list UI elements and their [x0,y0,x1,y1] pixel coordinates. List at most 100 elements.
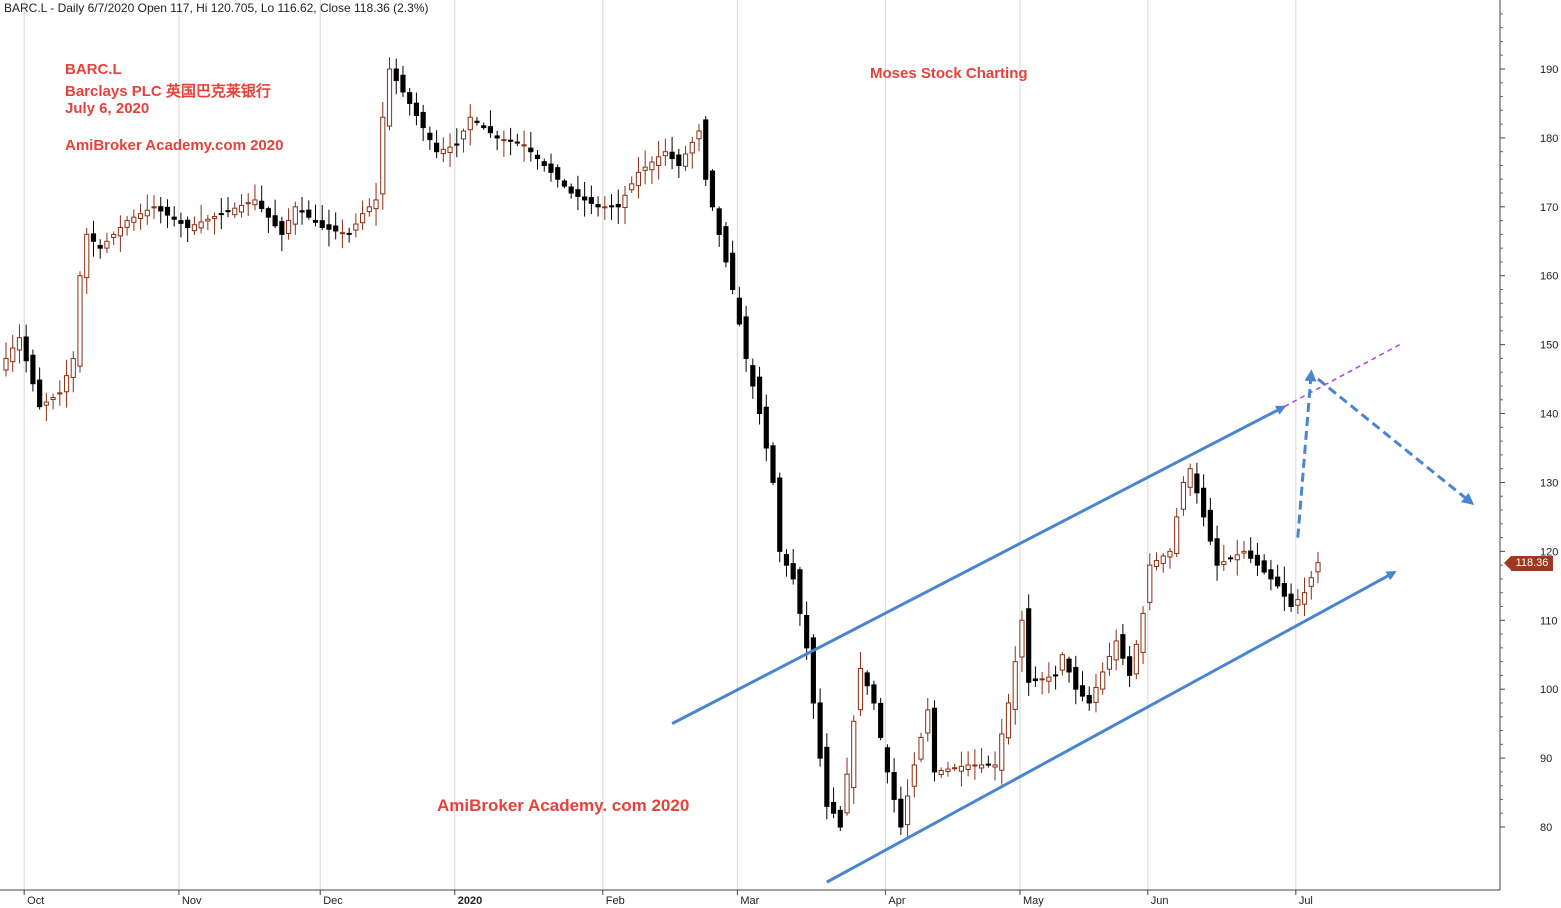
candle [656,140,662,180]
candle [508,127,514,156]
candle [837,805,843,831]
candle [386,57,393,131]
candle [312,204,319,227]
vertical-gridlines [23,0,1297,890]
candle [346,227,352,243]
ticker-label: BARC.L [65,61,122,78]
candle [1214,525,1220,581]
candle [97,239,103,259]
candle [1308,570,1314,600]
candle [494,130,500,151]
candle [413,92,420,126]
candle [124,216,130,236]
candle [144,194,150,225]
candle [622,185,628,225]
candle [938,767,944,778]
candle [1194,462,1200,504]
date-tick-label: 2020 [458,895,482,907]
candle [985,755,991,768]
candle [790,549,796,585]
candle [1281,566,1287,612]
candle [756,366,763,425]
candle [1106,642,1113,676]
candle [629,176,635,194]
candle [198,204,204,234]
candle [37,367,43,410]
candle [393,58,399,95]
candle [326,209,332,247]
candle [151,195,157,220]
candle [528,132,534,162]
candle [548,153,554,182]
candle [285,208,292,240]
candle [225,197,231,218]
candle [279,216,285,252]
candle [703,116,709,186]
candle [588,185,594,215]
trend-lines [671,343,1475,884]
candle [1174,507,1180,558]
candle [474,117,480,126]
candle [763,394,769,462]
candle [777,472,783,563]
candle [1221,544,1227,571]
candle [1032,666,1039,687]
candle [299,196,305,225]
price-tick-label: 170 [1540,202,1558,214]
candle [50,393,56,410]
candle [117,215,123,252]
candle [1113,629,1119,671]
candle [245,193,251,217]
candle [817,688,823,767]
date-tick-label: Jun [1151,895,1169,907]
candle [131,209,137,231]
last-price-tag: 118.36 [1504,556,1553,571]
candle [1153,552,1160,571]
channel-line-2 [826,570,1397,884]
candle [891,758,897,813]
candle [736,286,742,327]
projection-arrow-1 [1296,369,1317,538]
candle [407,88,413,116]
candle [185,216,191,242]
candle [1254,542,1261,577]
candle [864,670,870,695]
candle [1187,463,1193,497]
candle [43,392,49,422]
candle [1005,693,1012,745]
candle [1207,497,1213,545]
candle [178,212,184,238]
candle [582,181,588,217]
candle [400,65,406,97]
candle [931,700,938,782]
candle [575,175,581,211]
candle [689,136,695,169]
candle [844,757,850,816]
candle [339,219,345,249]
candle [568,183,574,199]
candle [353,213,359,238]
date-label: July 6, 2020 [65,100,150,117]
candle [1180,476,1187,516]
candle [797,566,803,626]
price-tick-label: 110 [1540,615,1558,627]
candle [555,164,561,188]
candle [1100,662,1106,695]
date-tick-label: Nov [182,895,202,907]
candle [898,786,904,835]
candle [945,761,951,777]
price-tick-label: 190 [1540,64,1558,76]
candle [1053,665,1059,690]
candle [676,148,682,178]
candle [662,138,668,166]
candle [3,342,9,377]
candle [211,212,218,235]
company-label: Barclays PLC 英国巴克莱银行 [65,83,271,100]
projection-arrow-2 [1317,377,1475,506]
candle [10,334,16,372]
candle [696,123,702,152]
candle [534,150,541,170]
candle [595,196,601,217]
candle [972,749,978,780]
